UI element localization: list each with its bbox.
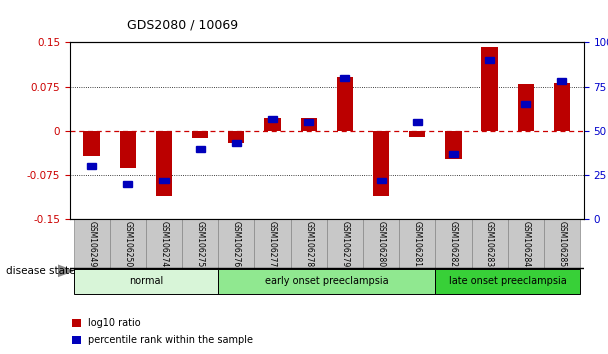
Bar (327, 219, 363, 268)
Bar (337, 77, 353, 131)
Bar (363, 219, 399, 268)
Bar (120, 131, 136, 168)
Bar (445, 131, 461, 159)
Text: log10 ratio: log10 ratio (88, 318, 141, 328)
Bar (123, 181, 133, 187)
Bar (376, 178, 385, 183)
Bar (182, 219, 218, 268)
Bar (554, 82, 570, 131)
Bar (482, 47, 498, 131)
Text: GSM106285: GSM106285 (558, 221, 567, 267)
Bar (304, 119, 313, 125)
Bar (192, 131, 209, 138)
Bar (544, 219, 580, 268)
Text: GSM106275: GSM106275 (196, 221, 205, 267)
Bar (228, 131, 244, 143)
Bar (156, 131, 172, 196)
Bar (159, 178, 168, 183)
Bar (472, 219, 508, 268)
Text: normal: normal (129, 276, 163, 286)
Bar (449, 151, 458, 157)
Text: GSM106283: GSM106283 (485, 221, 494, 267)
Bar (109, 219, 146, 268)
Bar (373, 131, 389, 196)
Text: percentile rank within the sample: percentile rank within the sample (88, 335, 253, 345)
Text: GSM106274: GSM106274 (159, 221, 168, 267)
Text: GSM106277: GSM106277 (268, 221, 277, 267)
Text: GSM106279: GSM106279 (340, 221, 350, 267)
Text: GSM106282: GSM106282 (449, 221, 458, 267)
Bar (517, 84, 534, 131)
Bar (521, 102, 530, 107)
Bar (218, 219, 254, 268)
Bar (558, 79, 567, 84)
Bar (435, 219, 472, 268)
Text: GSM106249: GSM106249 (87, 221, 96, 267)
Bar (409, 131, 426, 137)
Bar (74, 219, 109, 268)
Bar (74, 269, 218, 294)
Text: GSM106250: GSM106250 (123, 221, 133, 267)
Bar (218, 269, 435, 294)
Text: GDS2080 / 10069: GDS2080 / 10069 (127, 19, 238, 32)
Bar (291, 219, 326, 268)
Bar (300, 118, 317, 131)
Bar (254, 219, 291, 268)
Bar (413, 119, 422, 125)
Text: GSM106276: GSM106276 (232, 221, 241, 267)
Bar (232, 141, 241, 146)
Bar (340, 75, 350, 81)
Bar (264, 118, 281, 131)
Bar (508, 219, 544, 268)
Bar (399, 219, 435, 268)
Text: GSM106280: GSM106280 (376, 221, 385, 267)
Bar (83, 131, 100, 156)
Bar (146, 219, 182, 268)
Bar (87, 164, 96, 169)
Text: GSM106281: GSM106281 (413, 221, 422, 267)
Text: early onset preeclampsia: early onset preeclampsia (265, 276, 389, 286)
Polygon shape (58, 265, 73, 276)
Text: GSM106278: GSM106278 (304, 221, 313, 267)
Text: disease state: disease state (6, 266, 75, 276)
Bar (435, 269, 580, 294)
Text: late onset preeclampsia: late onset preeclampsia (449, 276, 567, 286)
Text: GSM106284: GSM106284 (521, 221, 530, 267)
Bar (485, 57, 494, 63)
Bar (196, 146, 205, 152)
Bar (268, 116, 277, 121)
